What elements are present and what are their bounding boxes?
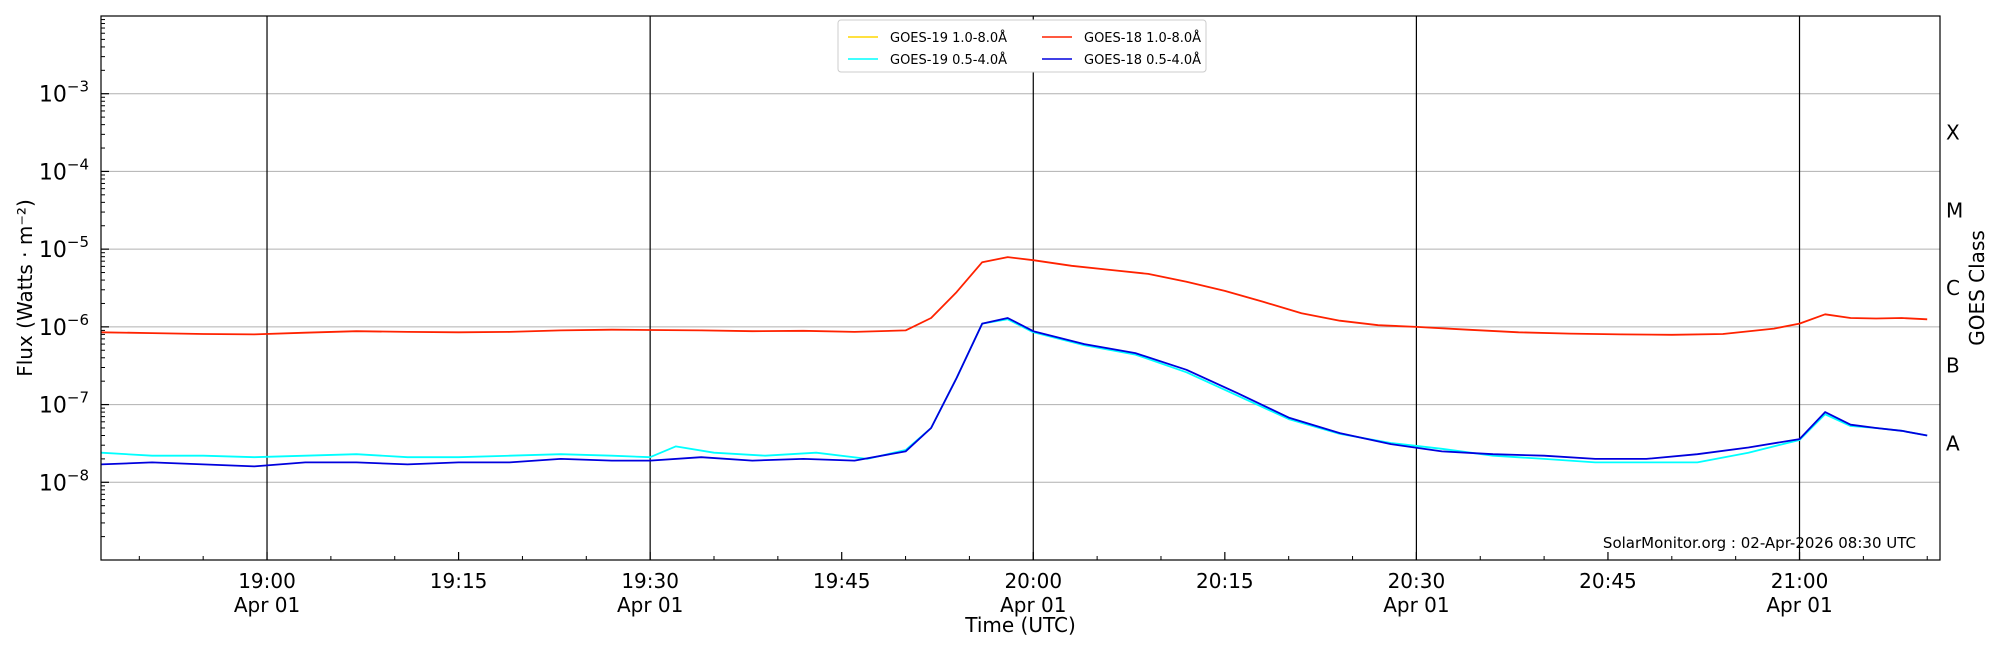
y-axis-label: Flux (Watts · m⁻²): [13, 199, 37, 377]
tick-layer: [101, 19, 1928, 560]
x-axis-label: Time (UTC): [964, 613, 1076, 637]
right-axis-label: GOES Class: [1965, 230, 1989, 346]
x-tick-label: 19:30: [621, 569, 679, 593]
y-tick-exponent: −4: [67, 155, 89, 173]
y-tick-label: 10−8: [39, 466, 89, 496]
x-tick-date: Apr 01: [234, 593, 300, 617]
x-tick-date: Apr 01: [1383, 593, 1449, 617]
y-tick-exponent: −5: [67, 233, 89, 251]
series-line: [100, 318, 1928, 464]
series-line: [100, 256, 1928, 336]
series-line: [100, 317, 1928, 468]
x-tick-date: Apr 01: [1000, 593, 1066, 617]
goes-class-label: X: [1946, 121, 1960, 145]
x-tick-date: Apr 01: [617, 593, 683, 617]
x-tick-date: Apr 01: [1766, 593, 1832, 617]
grid-layer: [101, 93, 1940, 483]
legend-label: GOES-19 0.5-4.0Å: [890, 52, 1007, 68]
x-tick-label: 20:30: [1388, 569, 1446, 593]
y-tick-label: 10−3: [39, 78, 89, 108]
goes-class-label: A: [1946, 431, 1960, 455]
x-tick-label: 20:45: [1579, 569, 1637, 593]
y-tick-label: 10−6: [39, 311, 89, 341]
y-tick-exponent: −8: [67, 466, 89, 484]
vertical-time-lines: [266, 16, 1801, 560]
legend-box: [837, 19, 1207, 73]
credit-text: SolarMonitor.org : 02-Apr-2026 08:30 UTC: [1603, 534, 1916, 552]
plot-frame: [100, 15, 1941, 561]
y-tick-label: 10−7: [39, 389, 89, 419]
legend-label: GOES-19 1.0-8.0Å: [890, 30, 1007, 46]
y-tick-label: 10−5: [39, 233, 89, 263]
x-tick-label: 20:00: [1004, 569, 1062, 593]
y-tick-exponent: −6: [67, 311, 89, 329]
x-tick-label: 20:15: [1196, 569, 1254, 593]
x-tick-label: 19:00: [238, 569, 296, 593]
legend-label: GOES-18 1.0-8.0Å: [1084, 30, 1201, 46]
series-layer: [100, 256, 1928, 468]
legend-label: GOES-18 0.5-4.0Å: [1084, 52, 1201, 68]
x-tick-label: 21:00: [1771, 569, 1829, 593]
legend: GOES-19 1.0-8.0Å GOES-19 0.5-4.0Å GOES-18 …: [837, 19, 1207, 73]
y-tick-exponent: −3: [67, 78, 89, 96]
goes-class-label: C: [1946, 276, 1960, 300]
goes-class-label: M: [1946, 198, 1963, 222]
x-tick-label: 19:45: [813, 569, 871, 593]
y-tick-label: 10−4: [39, 155, 89, 185]
y-tick-exponent: −7: [67, 389, 89, 407]
x-tick-label: 19:15: [430, 569, 488, 593]
goes-class-label: B: [1946, 354, 1960, 378]
